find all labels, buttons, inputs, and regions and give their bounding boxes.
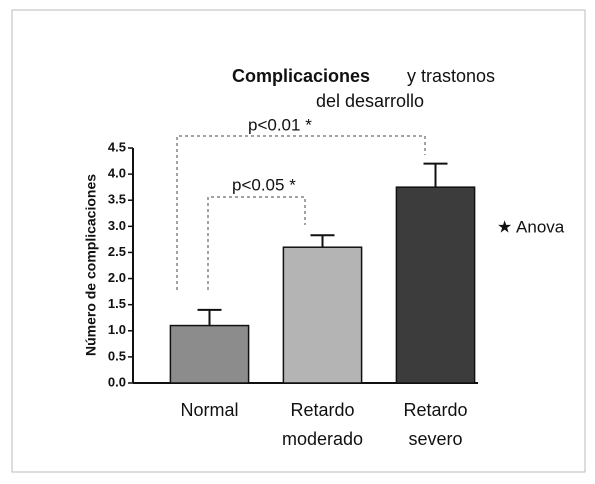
y-tick-label: 4.0	[108, 166, 126, 181]
y-tick-label: 3.5	[108, 192, 126, 207]
annotation: p<0.01 *	[248, 115, 312, 134]
x-tick-label: Retardo	[290, 400, 354, 420]
y-tick-label: 2.0	[108, 270, 126, 285]
bar	[169, 324, 250, 384]
bracket	[176, 135, 426, 290]
y-tick-label: 0.0	[108, 374, 126, 389]
bar	[395, 186, 476, 384]
chart-subtitle: del desarrollo	[316, 91, 424, 111]
bracket	[207, 196, 306, 290]
y-tick-label: 1.0	[108, 322, 126, 337]
annotation: ★ Anova	[497, 217, 565, 236]
y-tick-label: 0.5	[108, 348, 126, 363]
chart-title: Complicaciones	[232, 66, 370, 86]
y-tick-label: 3.0	[108, 218, 126, 233]
bar	[282, 246, 363, 384]
x-tick-label: moderado	[282, 429, 363, 449]
annotation: p<0.05 *	[232, 175, 296, 194]
y-tick-label: 1.5	[108, 296, 126, 311]
x-tick-label: severo	[408, 429, 462, 449]
y-tick-label: 4.5	[108, 139, 126, 154]
frame	[11, 9, 586, 473]
chart-subtitle: y trastonos	[407, 66, 495, 86]
y-axis-label: Número de complicaciones	[83, 174, 99, 356]
y-tick-label: 2.5	[108, 244, 126, 259]
x-tick-label: Normal	[180, 400, 238, 420]
x-tick-label: Retardo	[403, 400, 467, 420]
